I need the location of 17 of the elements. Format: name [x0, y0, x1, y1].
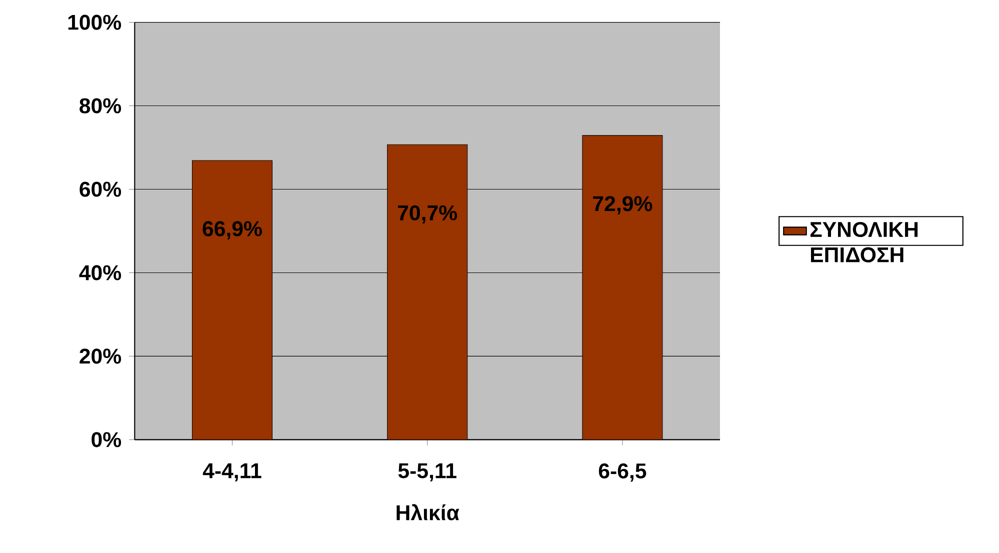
y-tick-label: 60%: [80, 182, 122, 197]
bar: [192, 160, 272, 440]
bar: [387, 144, 468, 440]
x-tick-label: 4-4,11: [202, 463, 262, 482]
y-tick-label: 0%: [92, 432, 122, 448]
x-axis-title: Ηλικία: [396, 504, 460, 520]
y-tick-label: 40%: [79, 265, 122, 280]
data-label: 66,9%: [202, 221, 262, 240]
legend-label: ΣΥΝΟΛΙΚΗ ΕΠΙΔΟΣΗ: [810, 222, 918, 262]
data-label: 70,7%: [398, 205, 458, 224]
x-tick-label: 5-5,11: [398, 463, 456, 482]
bar: [582, 135, 663, 440]
y-tick-label: 20%: [80, 348, 122, 364]
x-tick-label: 6-6,5: [598, 463, 646, 482]
y-tick-label: 100%: [68, 14, 122, 30]
data-label: 72,9%: [593, 196, 652, 214]
y-tick-label: 80%: [80, 98, 122, 114]
